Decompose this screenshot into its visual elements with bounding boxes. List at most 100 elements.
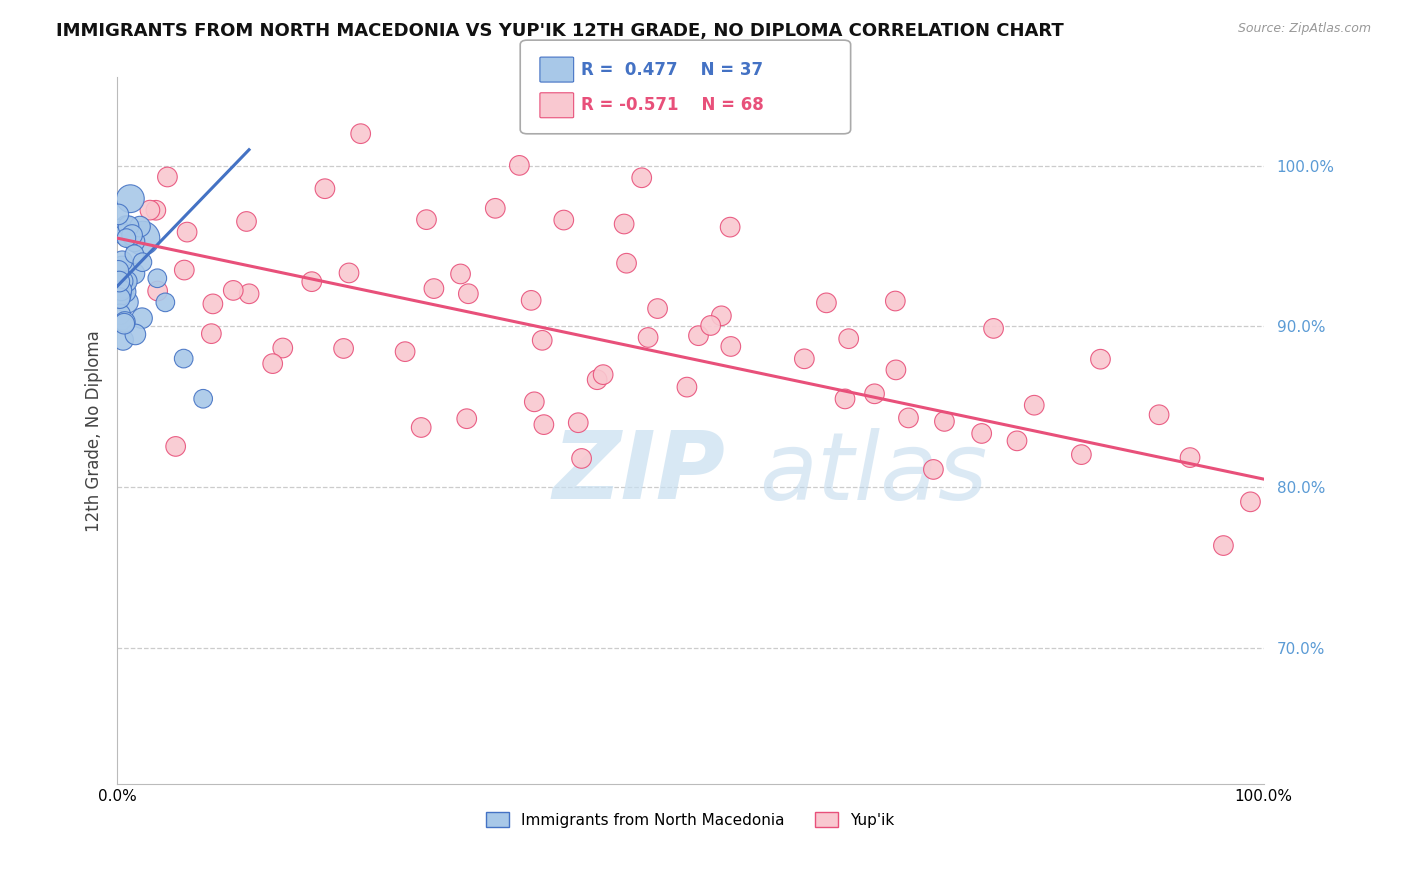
Point xyxy=(394,344,416,359)
Point xyxy=(139,203,162,218)
Point xyxy=(838,332,860,346)
Point xyxy=(107,264,129,278)
Point xyxy=(647,301,669,316)
Point xyxy=(450,267,472,281)
Point xyxy=(970,426,993,441)
Point xyxy=(710,309,733,323)
Point xyxy=(120,192,142,206)
Point xyxy=(114,315,136,329)
Point xyxy=(699,318,721,333)
Point xyxy=(533,417,555,432)
Point xyxy=(124,247,146,261)
Point xyxy=(108,307,131,321)
Point xyxy=(124,235,146,249)
Point xyxy=(271,341,294,355)
Point xyxy=(1005,434,1028,448)
Point xyxy=(115,231,138,245)
Point xyxy=(111,274,134,288)
Point xyxy=(523,394,546,409)
Text: Source: ZipAtlas.com: Source: ZipAtlas.com xyxy=(1237,22,1371,36)
Point xyxy=(115,274,138,288)
Point xyxy=(114,285,136,299)
Point xyxy=(146,284,169,298)
Point xyxy=(637,330,659,344)
Point xyxy=(108,275,131,289)
Point xyxy=(108,222,131,236)
Point xyxy=(112,317,135,331)
Point xyxy=(884,363,907,377)
Point xyxy=(1090,352,1112,367)
Point xyxy=(156,169,179,184)
Point xyxy=(107,207,129,221)
Point xyxy=(484,202,506,216)
Point xyxy=(834,392,856,406)
Point xyxy=(193,392,215,406)
Point xyxy=(124,267,146,281)
Point xyxy=(129,219,152,234)
Point xyxy=(173,351,195,366)
Point xyxy=(222,284,245,298)
Point xyxy=(567,416,589,430)
Point xyxy=(616,256,638,270)
Point xyxy=(720,339,742,353)
Point xyxy=(332,342,354,356)
Point xyxy=(314,182,336,196)
Point xyxy=(110,283,132,297)
Point xyxy=(111,254,134,268)
Point xyxy=(173,263,195,277)
Point xyxy=(146,271,169,285)
Y-axis label: 12th Grade, No Diploma: 12th Grade, No Diploma xyxy=(86,330,103,532)
Point xyxy=(350,127,373,141)
Point xyxy=(571,451,593,466)
Point xyxy=(613,217,636,231)
Point xyxy=(520,293,543,308)
Point xyxy=(145,203,167,218)
Text: R =  0.477    N = 37: R = 0.477 N = 37 xyxy=(581,61,763,78)
Legend: Immigrants from North Macedonia, Yup'ik: Immigrants from North Macedonia, Yup'ik xyxy=(479,805,901,834)
Point xyxy=(115,219,138,233)
Point xyxy=(111,260,134,274)
Point xyxy=(897,411,920,425)
Point xyxy=(457,286,479,301)
Point xyxy=(114,276,136,290)
Point xyxy=(863,386,886,401)
Point xyxy=(235,214,257,228)
Point xyxy=(117,219,139,234)
Point xyxy=(676,380,699,394)
Point xyxy=(121,227,143,242)
Point xyxy=(1070,448,1092,462)
Point xyxy=(1024,398,1046,412)
Point xyxy=(201,297,224,311)
Point xyxy=(124,327,146,342)
Text: IMMIGRANTS FROM NORTH MACEDONIA VS YUP'IK 12TH GRADE, NO DIPLOMA CORRELATION CHA: IMMIGRANTS FROM NORTH MACEDONIA VS YUP'I… xyxy=(56,22,1064,40)
Point xyxy=(688,328,710,343)
Point xyxy=(262,357,284,371)
Point xyxy=(531,334,554,348)
Point xyxy=(630,170,652,185)
Point xyxy=(1239,495,1261,509)
Point xyxy=(983,321,1005,335)
Point xyxy=(456,411,478,425)
Text: R = -0.571    N = 68: R = -0.571 N = 68 xyxy=(581,96,763,114)
Point xyxy=(112,281,135,295)
Point xyxy=(110,288,132,302)
Point xyxy=(934,414,956,428)
Point xyxy=(1147,408,1170,422)
Point xyxy=(301,275,323,289)
Point xyxy=(922,462,945,476)
Text: atlas: atlas xyxy=(759,428,987,519)
Point xyxy=(592,368,614,382)
Point xyxy=(108,291,131,305)
Point xyxy=(337,266,360,280)
Point xyxy=(718,220,741,235)
Point xyxy=(793,351,815,366)
Text: ZIP: ZIP xyxy=(553,427,725,519)
Point xyxy=(884,293,907,308)
Point xyxy=(112,333,135,347)
Point xyxy=(815,296,838,310)
Point xyxy=(238,286,260,301)
Point xyxy=(411,420,433,434)
Point xyxy=(176,225,198,239)
Point xyxy=(117,295,139,310)
Point xyxy=(165,439,187,453)
